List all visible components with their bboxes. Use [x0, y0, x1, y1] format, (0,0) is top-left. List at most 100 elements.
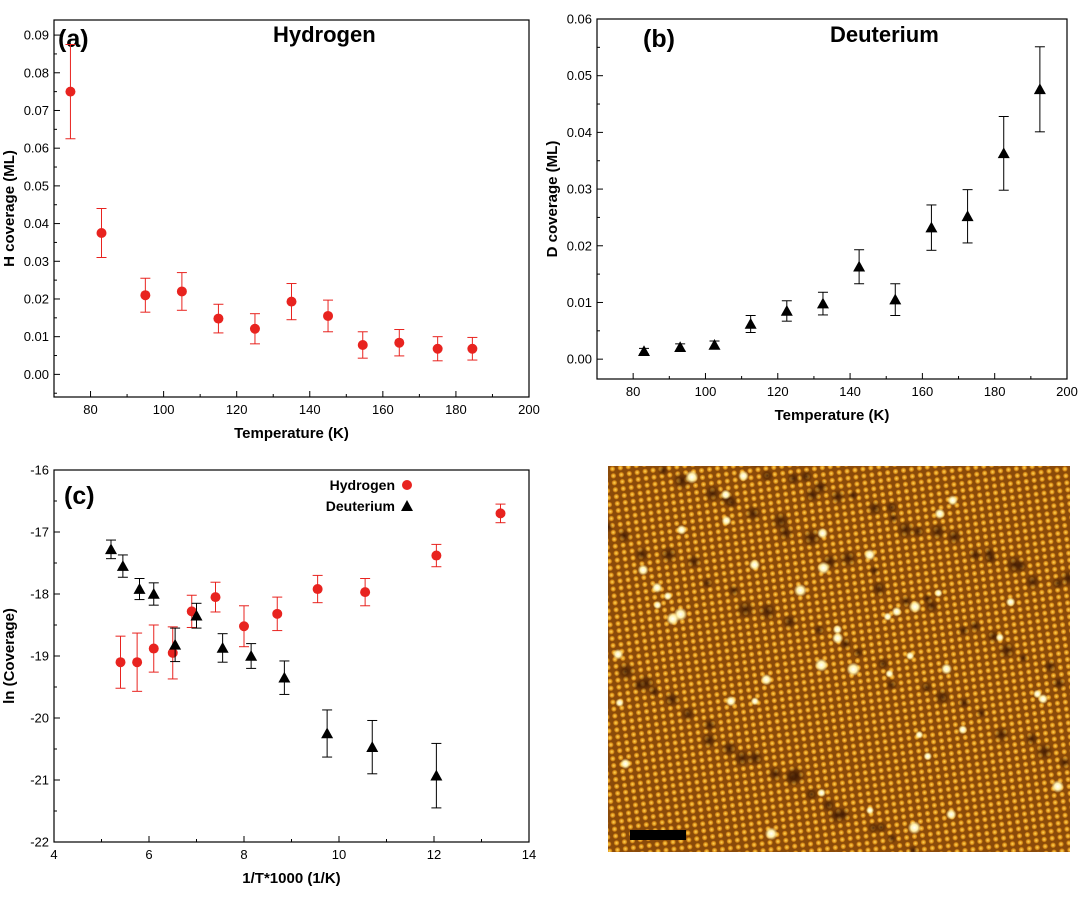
stm-dark-spot	[839, 549, 858, 568]
stm-bright-spot	[817, 527, 828, 539]
stm-dark-spot	[703, 484, 722, 503]
stm-dark-spot	[885, 678, 898, 692]
data-point	[430, 769, 443, 781]
data-point	[105, 543, 117, 555]
data-point	[853, 260, 866, 272]
data-point	[321, 727, 334, 739]
stm-dark-spot	[1014, 559, 1028, 573]
x-tick-label: 4	[50, 847, 57, 862]
legend-marker	[401, 500, 413, 511]
panel-title: Hydrogen	[273, 22, 376, 47]
legend-label: Deuterium	[326, 498, 395, 514]
stm-dark-spot	[899, 595, 913, 608]
stm-bright-spot	[814, 658, 829, 672]
x-tick-label: 10	[332, 847, 346, 862]
series-0	[638, 46, 1046, 357]
stm-bright-spot	[1051, 780, 1064, 793]
stm-dark-spot	[870, 580, 888, 598]
chart-panel-2: 4 6 8 10 12 14 -22 -21 -20 -19 -18 -17 -16 1/T*1000 (…	[1, 463, 536, 888]
chart-panel-0: 80 100 120 140 160 180 200 0.00 0.01 0.02 0.03 0.04…	[1, 19, 540, 442]
x-tick-label: 120	[226, 402, 248, 417]
y-tick-label: -20	[30, 711, 49, 726]
data-point	[65, 86, 76, 97]
legend: Hydrogen Deuterium	[326, 477, 413, 514]
stm-bright-spot	[738, 470, 749, 482]
y-axis-label: H coverage (ML)	[1, 150, 18, 267]
stm-dark-spot	[799, 469, 813, 484]
data-point	[210, 592, 221, 603]
y-tick-label: -16	[30, 463, 49, 478]
stm-dark-spot	[781, 613, 798, 630]
stm-dark-spot	[886, 833, 898, 844]
data-point	[249, 323, 260, 334]
x-axis-label: 1/T*1000 (1/K)	[242, 870, 340, 887]
stm-dark-spot	[866, 500, 883, 517]
stm-dark-spot	[744, 505, 762, 523]
stm-dark-spot	[847, 489, 859, 501]
y-tick-label: 0.04	[567, 125, 592, 140]
stm-dark-spot	[997, 641, 1016, 660]
stm-dark-spot	[727, 584, 740, 597]
stm-dark-spot	[608, 521, 614, 533]
data-point	[1033, 83, 1046, 95]
panel-label: (c)	[64, 482, 95, 510]
stm-bright-spot	[905, 651, 915, 661]
x-axis-label: Temperature (K)	[775, 407, 890, 424]
stm-bright-spot	[923, 752, 933, 761]
x-tick-label: 6	[145, 847, 152, 862]
stm-bright-spot	[817, 561, 830, 575]
y-tick-label: 0.08	[24, 65, 49, 80]
y-tick-label: 0.05	[24, 178, 49, 193]
stm-bright-spot	[947, 495, 958, 506]
stm-bright-spot	[915, 730, 924, 739]
y-axis-label: ln (Coverage)	[1, 608, 18, 704]
x-tick-label: 14	[522, 847, 536, 862]
stm-dark-spot	[663, 691, 680, 708]
legend-label: Hydrogen	[330, 477, 395, 493]
stm-dark-spot	[1024, 731, 1040, 747]
stm-dark-spot	[804, 787, 819, 802]
data-point	[323, 310, 334, 321]
stm-dark-spot	[1024, 573, 1041, 590]
stm-dark-spot	[924, 598, 940, 614]
data-point	[357, 339, 368, 350]
data-point	[216, 641, 229, 653]
stm-dark-spot	[875, 821, 888, 834]
data-point	[432, 343, 443, 354]
stm-dark-spot	[852, 646, 865, 659]
stm-dark-spot	[876, 656, 890, 671]
stm-bright-features	[612, 470, 1064, 841]
data-point	[961, 210, 974, 222]
stm-dark-spot	[920, 681, 933, 694]
panel-title: Deuterium	[830, 22, 939, 47]
stm-dark-spot	[929, 522, 947, 541]
scale-bar	[630, 830, 686, 840]
x-tick-label: 80	[83, 402, 97, 417]
x-tick-label: 180	[445, 402, 467, 417]
y-tick-label: -21	[30, 773, 49, 788]
stm-bright-spot	[676, 524, 687, 535]
data-point	[278, 671, 291, 683]
stm-bright-spot	[725, 695, 737, 707]
y-tick-label: -22	[30, 835, 49, 850]
stm-dark-spot	[777, 524, 794, 541]
stm-bright-spot	[891, 606, 902, 617]
chart-panel-1: 80 100 120 140 160 180 200 0.00 0.01 0.02 0.03 0.04…	[544, 12, 1078, 425]
stm-lattice	[608, 466, 1070, 852]
data-point	[176, 286, 187, 297]
x-tick-label: 140	[839, 384, 861, 399]
stm-bright-spot	[934, 508, 946, 520]
stm-bright-spot	[1032, 689, 1042, 699]
legend-marker	[402, 480, 412, 490]
data-point	[190, 609, 203, 621]
stm-dark-spot	[1018, 652, 1029, 663]
stm-bright-spot	[653, 600, 662, 610]
stm-dark-spot	[1059, 569, 1070, 587]
data-point	[889, 293, 902, 305]
stm-bright-spot	[908, 600, 922, 614]
stm-dark-spot	[735, 599, 756, 620]
stm-bright-spot	[651, 582, 663, 594]
stm-dark-spot	[813, 479, 829, 495]
data-point	[272, 608, 283, 619]
stm-dark-spot	[835, 806, 851, 822]
